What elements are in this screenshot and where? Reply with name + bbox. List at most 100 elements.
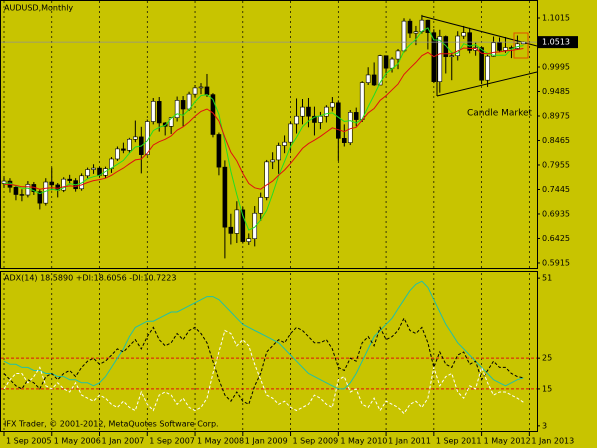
candle-body <box>485 55 490 81</box>
footer: IFX Trader, © 2001-2012, MetaQuotes Soft… <box>4 420 219 429</box>
y-tick-label: 0.5915 <box>542 258 570 267</box>
candle-body <box>204 86 210 95</box>
candle-body <box>318 115 323 123</box>
candle-body <box>377 55 383 86</box>
candle-body <box>479 47 484 81</box>
candle-body <box>407 20 413 34</box>
y-tick-label: 0.8465 <box>542 136 570 145</box>
candle-body <box>25 184 31 196</box>
x-tick-label: 1 Sep 2007 <box>149 437 195 446</box>
candle-body <box>294 115 299 125</box>
candle-body <box>467 32 472 51</box>
y-tick-label: 0.8975 <box>542 111 570 120</box>
y-tick-label: 0.9485 <box>542 87 570 96</box>
annotation: Candle Market <box>467 109 533 119</box>
candle-body <box>174 100 180 118</box>
candle-body <box>234 209 240 234</box>
y-tick-label: 0.7445 <box>542 185 570 194</box>
y-tick-label: 0.7955 <box>542 160 570 169</box>
x-tick-label: 1 May 2012 <box>484 437 531 446</box>
candle-body <box>401 20 407 52</box>
candle-body <box>288 123 293 143</box>
candle-body <box>210 94 216 135</box>
candle-body <box>347 112 353 143</box>
candle-body <box>282 141 287 146</box>
candle-body <box>115 148 120 160</box>
candle-body <box>37 191 43 204</box>
candle-body <box>150 101 156 122</box>
x-tick-label: 1 Sep 2011 <box>436 437 482 446</box>
series-line <box>4 47 524 190</box>
x-tick-label: 1 Jan 2007 <box>102 437 145 446</box>
candle-body <box>228 226 234 234</box>
price-label-box <box>538 36 578 49</box>
x-tick-label: 1 Sep 2005 <box>6 437 52 446</box>
candle-body <box>156 101 162 124</box>
candle-body <box>258 197 264 214</box>
indicator-panel-frame <box>0 271 538 432</box>
y-tick-label: 1.1015 <box>542 14 570 23</box>
candle-body <box>198 86 204 89</box>
candle-body <box>300 106 305 117</box>
highlight-box <box>513 32 529 59</box>
candle-body <box>449 55 455 57</box>
candle-body <box>324 106 329 117</box>
candle-body <box>43 181 49 204</box>
x-tick-label: 1 Jan 2009 <box>245 437 288 446</box>
series-line <box>3 317 524 406</box>
candle-body <box>306 106 311 117</box>
candle-body <box>133 136 138 140</box>
x-tick-label: 1 May 2008 <box>197 437 244 446</box>
candle-body <box>371 74 377 86</box>
y-tick-label: 25 <box>542 354 552 363</box>
chart-title: AUDUSD,Monthly <box>4 4 73 13</box>
candle-body <box>186 93 192 110</box>
y-tick-label: 0.9995 <box>542 63 570 72</box>
candle-body <box>246 238 252 242</box>
candle-body <box>389 58 395 69</box>
candle-body <box>413 31 419 34</box>
x-tick-label: 1 May 2006 <box>54 437 101 446</box>
indicator-title: ADX(14) 18.5890 +DI:18.6056 -DI:10.7223 <box>4 274 176 283</box>
candle-body <box>383 55 389 69</box>
candle-body <box>491 42 496 57</box>
candle-body <box>264 161 269 198</box>
candle-body <box>270 159 275 163</box>
candle-body <box>336 102 341 139</box>
y-tick-label: 0.6425 <box>542 234 570 243</box>
candle-body <box>85 169 90 177</box>
candle-body <box>67 178 72 181</box>
series-line <box>3 329 524 415</box>
candle-body <box>192 87 198 95</box>
candle-body <box>180 100 186 110</box>
candle-body <box>353 112 359 120</box>
candle-body <box>497 42 502 51</box>
candle-body <box>443 36 449 57</box>
y-tick-label: 0.6935 <box>542 209 570 218</box>
candle-body <box>359 82 365 120</box>
candle-body <box>312 115 317 123</box>
candle-body <box>127 138 132 151</box>
candle-body <box>425 19 431 33</box>
candle-body <box>503 47 508 51</box>
y-tick-label: 51 <box>542 274 552 283</box>
price-label: 1.0513 <box>542 38 570 47</box>
x-tick-label: 1 May 2010 <box>340 437 387 446</box>
candle-body <box>216 134 222 168</box>
candle-body <box>19 194 25 196</box>
candle-body <box>330 102 335 108</box>
candle-body <box>61 178 67 191</box>
candle-body <box>121 148 126 151</box>
candle-body <box>252 212 258 240</box>
x-tick-label: 1 Jan 2011 <box>388 437 431 446</box>
candle-body <box>91 167 96 170</box>
y-tick-label: 3 <box>542 421 547 430</box>
candle-body <box>276 145 281 161</box>
candle-body <box>455 35 461 57</box>
candle-body <box>79 175 84 190</box>
candle-body <box>341 138 347 143</box>
candle-body <box>461 32 466 37</box>
